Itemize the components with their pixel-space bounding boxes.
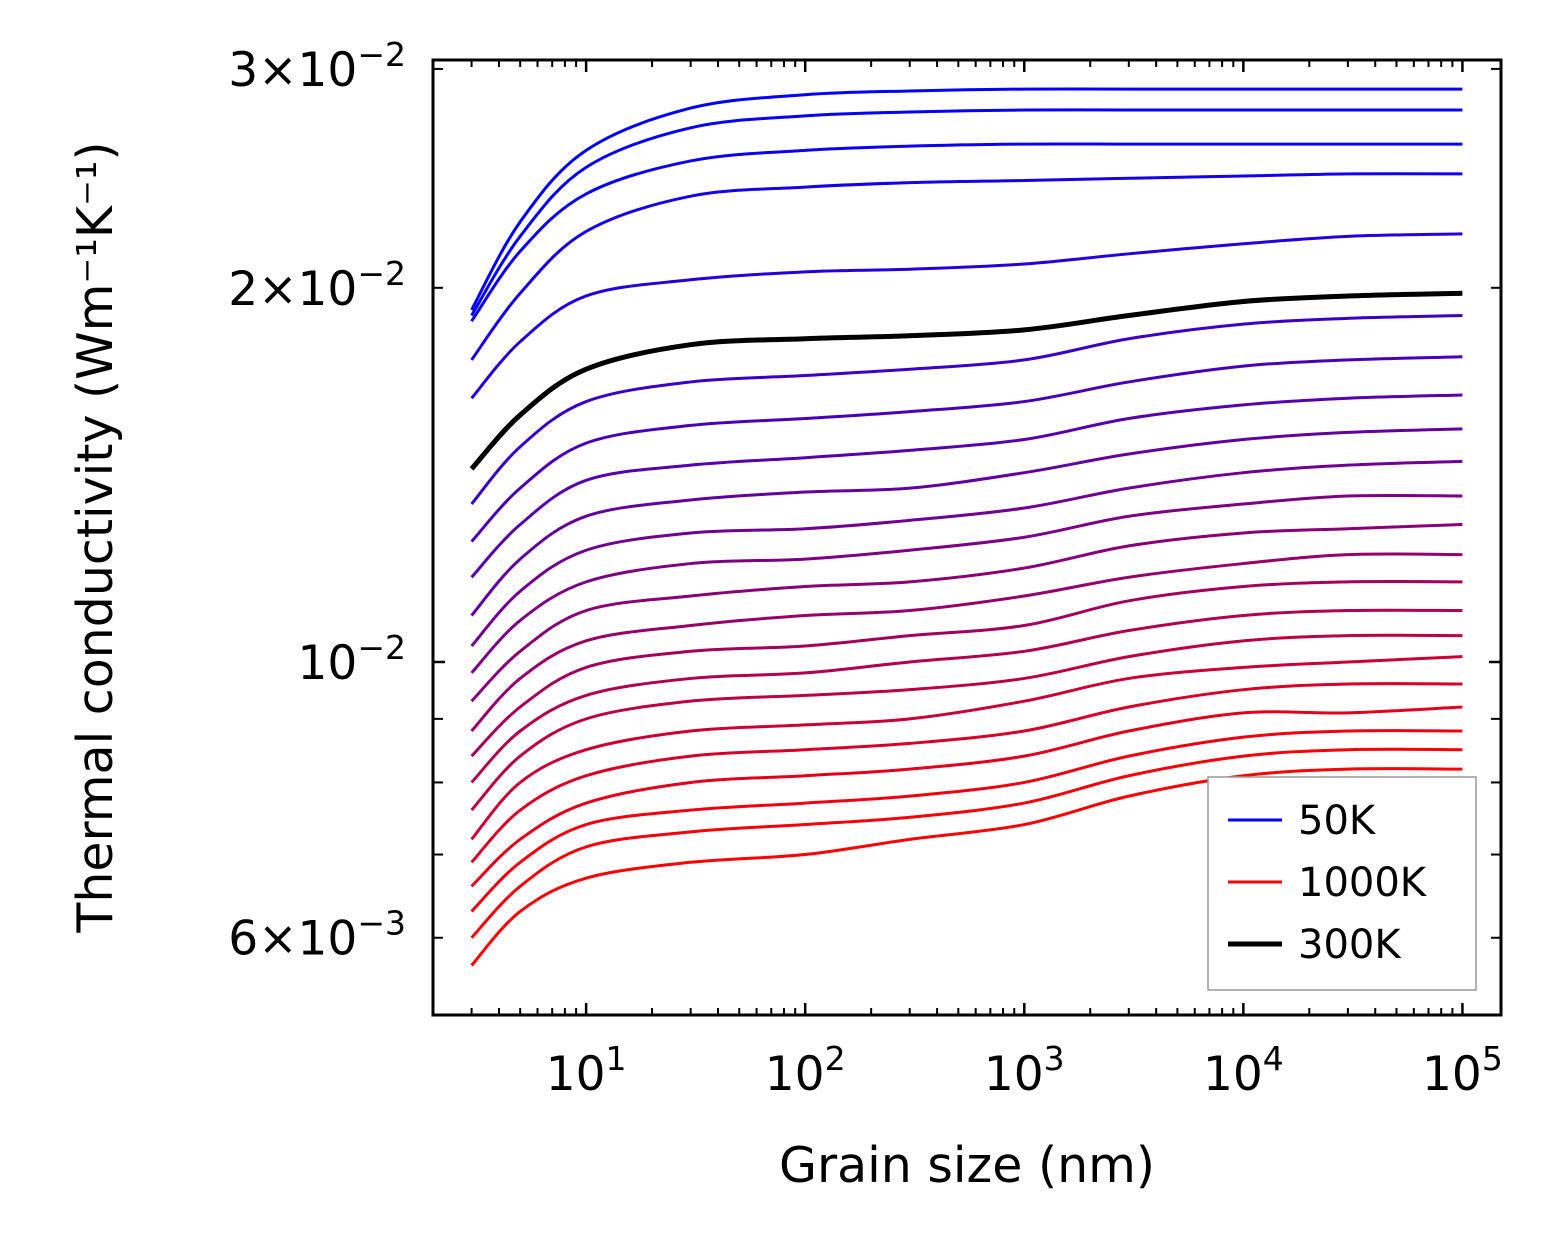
series-line-15	[470, 608, 1463, 784]
series-line-17	[470, 655, 1463, 841]
x-tick-label-4: 105	[1422, 1039, 1503, 1102]
x-axis-label: Grain size (nm)	[779, 1137, 1155, 1194]
series-line-5	[469, 290, 1463, 471]
y-tick-label-2: 2×10−2	[228, 254, 406, 317]
series-line-3	[470, 172, 1463, 361]
y-tick-label-1: 10−2	[298, 628, 406, 691]
series-line-10	[470, 459, 1463, 648]
series-line-13	[470, 552, 1463, 733]
legend: 50K 1000K 300K	[1207, 776, 1477, 991]
series-line-2	[470, 142, 1463, 323]
series-line-8	[470, 393, 1463, 579]
legend-label-2: 300K	[1298, 922, 1402, 968]
series-line-6	[470, 314, 1463, 505]
series-line-12	[470, 523, 1463, 703]
tick-labels: 101 102 103 104 105 6×10−3 10−2 2×10−2 3×10−2	[228, 35, 1503, 1102]
series-line-1	[470, 108, 1463, 317]
series-line-14	[470, 580, 1463, 758]
series-line-16	[470, 633, 1463, 812]
y-tick-label-3: 3×10−2	[228, 35, 406, 98]
y-axis-label: Thermal conductivity (Wm⁻¹K⁻¹)	[67, 141, 124, 933]
series-line-9	[470, 427, 1463, 617]
plot-frame	[431, 58, 1503, 1017]
series-line-20	[470, 729, 1463, 913]
series-line-19	[470, 705, 1463, 888]
series-line-0	[470, 87, 1463, 311]
series-line-7	[470, 355, 1463, 543]
x-tick-label-3: 104	[1203, 1039, 1284, 1102]
series-line-11	[470, 493, 1463, 674]
series-line-18	[470, 682, 1463, 864]
legend-label-1: 1000K	[1298, 860, 1428, 906]
legend-label-0: 50K	[1298, 798, 1377, 844]
series-line-22	[470, 767, 1463, 967]
series-line-4	[470, 232, 1463, 400]
series-group	[469, 87, 1463, 967]
y-tick-label-0: 6×10−3	[228, 904, 406, 967]
x-tick-label-1: 102	[765, 1039, 846, 1102]
x-tick-label-0: 101	[546, 1039, 627, 1102]
x-tick-label-2: 103	[984, 1039, 1065, 1102]
series-line-21	[470, 747, 1463, 939]
